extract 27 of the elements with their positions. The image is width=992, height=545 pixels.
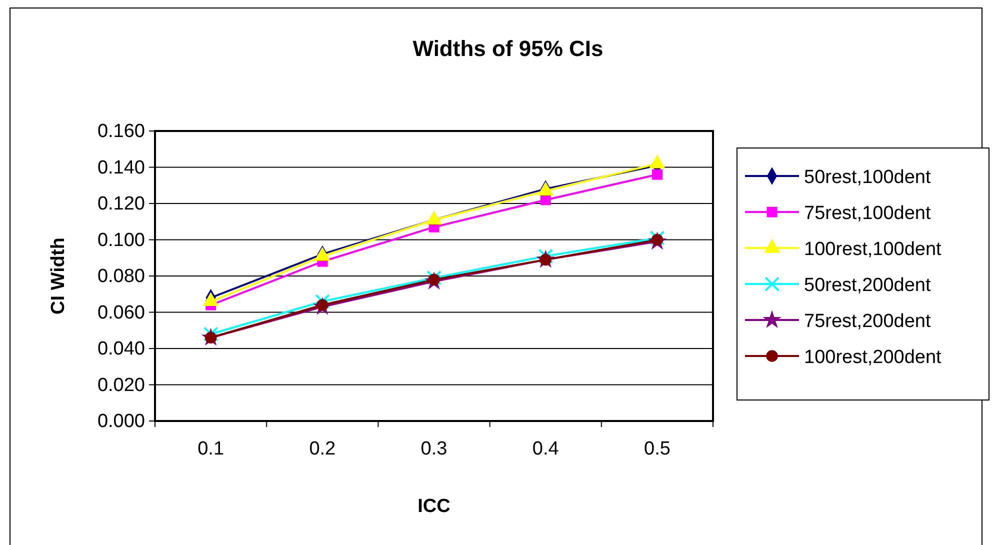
x-tick-label: 0.1	[198, 438, 224, 460]
legend-label: 100rest,100dent	[804, 239, 942, 260]
point	[426, 270, 442, 286]
x-tick-label: 0.4	[532, 438, 560, 460]
x-axis-title: ICC	[418, 496, 451, 517]
x-tick-label: 0.2	[309, 438, 336, 460]
legend-label: 75rest,100dent	[804, 203, 932, 224]
y-tick-label: 0.060	[97, 302, 145, 324]
y-tick-label: 0.080	[97, 266, 145, 288]
x-tick-label: 0.5	[644, 438, 670, 460]
y-tick-label: 0.140	[97, 157, 145, 178]
point	[314, 294, 330, 309]
y-tick-label: 0.120	[97, 194, 145, 215]
legend-label: 75rest,200dent	[804, 311, 932, 332]
chart-title: Widths of 95% CIs	[412, 36, 604, 61]
y-tick-label: 0.100	[97, 230, 145, 251]
y-axis-title: CI Width	[48, 238, 69, 314]
legend-label: 50rest,100dent	[804, 167, 932, 188]
legend-label: 100rest,200dent	[804, 347, 942, 368]
point	[203, 326, 218, 342]
y-tick-label: 0.020	[97, 374, 145, 396]
point	[540, 194, 551, 206]
x-tick-label: 0.3	[420, 438, 448, 460]
y-tick-label: 0.000	[97, 411, 145, 432]
legend-label: 50rest,200dent	[804, 275, 932, 296]
y-tick-label: 0.040	[97, 338, 145, 360]
y-tick-label: 0.160	[97, 121, 145, 142]
